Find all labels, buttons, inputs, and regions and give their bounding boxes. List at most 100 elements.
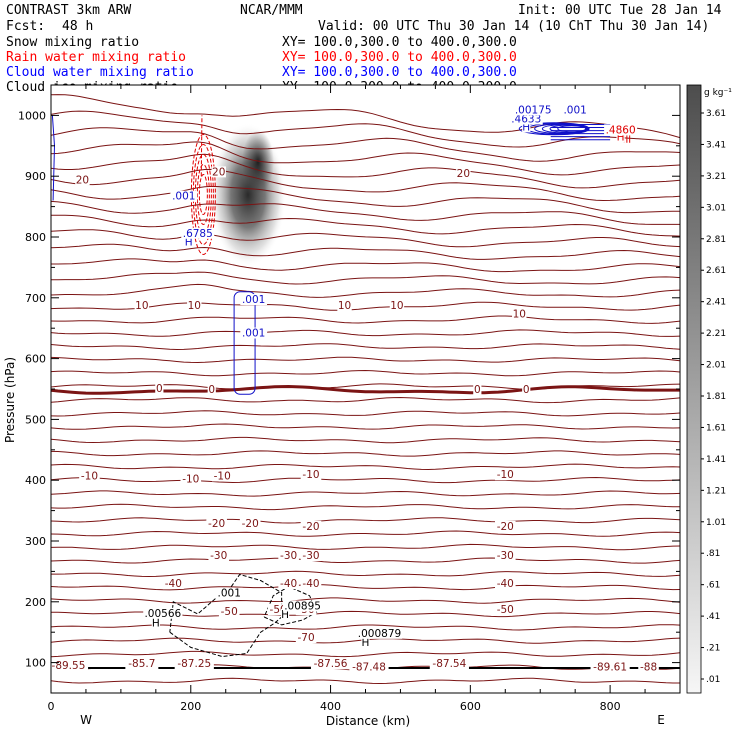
cloud-water-label-bg <box>561 104 589 116</box>
cloud-ice-label: .00895 <box>284 600 321 612</box>
temperature-contour-label-bg <box>278 577 299 589</box>
temperature-minimum-label-bg <box>51 660 89 672</box>
temperature-contour-label-bg <box>300 520 322 532</box>
colorbar-label: 2.41 <box>706 298 726 308</box>
temperature-contour-label: -50 <box>221 606 238 618</box>
y-tick-label: 800 <box>25 231 46 244</box>
x-tick-label: 200 <box>180 700 201 713</box>
isotherm <box>51 369 680 377</box>
temperature-contour-label-bg <box>494 577 516 589</box>
isotherm <box>51 243 680 260</box>
temperature-contour-label-bg <box>180 473 202 485</box>
temperature-contour-label-bg <box>187 300 202 312</box>
temperature-contour-label-bg <box>295 632 317 644</box>
cloud-ice-label-bg <box>361 636 370 648</box>
isotherm <box>51 570 680 578</box>
cloud-water-contour <box>233 291 256 395</box>
cloud-water-label: .001 <box>242 294 265 306</box>
cloud-ice-label-bg <box>281 609 290 620</box>
y-tick-label: 300 <box>25 535 46 548</box>
temperature-minimum-label: -89.61 <box>593 661 627 673</box>
temperature-contour-label: 10 <box>135 300 148 312</box>
temperature-contour-label: 10 <box>338 300 351 312</box>
cloud-water-label: H <box>185 236 193 248</box>
rain-contour <box>196 163 210 225</box>
cloud-ice-label: .000879 <box>358 628 401 640</box>
temperature-contour-label-bg <box>79 470 100 482</box>
init-time: Init: 00 UTC Tue 28 Jan 14 <box>518 3 722 18</box>
field-name: Cloud water mixing ratio <box>6 65 194 80</box>
isotherm <box>51 450 680 457</box>
east-label: E <box>657 713 665 727</box>
y-tick-label: 200 <box>25 596 46 609</box>
fcst-label: Fcst: <box>6 19 45 34</box>
isotherm <box>51 229 680 248</box>
colorbar-ramp <box>686 84 702 694</box>
cloud-ice-label: H <box>152 618 160 630</box>
cloud-water-contour <box>549 124 587 133</box>
isotherm <box>51 650 680 658</box>
rain-contour <box>190 133 216 255</box>
isotherm <box>51 185 680 214</box>
field-xy: XY= 100.0,300.0 to 400.0,300.0 <box>282 35 517 50</box>
isotherm <box>51 436 680 444</box>
valid-time: Valid: 00 UTC Thu 30 Jan 14 (10 ChT Thu … <box>318 19 709 34</box>
temperature-contour-label-bg <box>207 384 216 396</box>
model-title: CONTRAST 3km ARW <box>6 3 131 18</box>
isotherm <box>51 476 680 484</box>
cloud-ice-label-bg <box>283 600 323 612</box>
temperature-contour-label: 0 <box>208 384 215 396</box>
isotherm <box>51 200 680 225</box>
isotherm <box>51 283 680 298</box>
x-axis-label: Distance (km) <box>326 714 410 728</box>
temperature-contours <box>51 94 680 685</box>
cloud-water-label-bg <box>240 327 268 339</box>
temperature-contour-label: 20 <box>76 174 89 186</box>
colorbar-label: 3.21 <box>706 172 726 182</box>
temperature-contour-label: -40 <box>165 578 182 590</box>
temperature-contour-label-bg <box>206 517 227 529</box>
colorbar-label: .01 <box>706 675 720 685</box>
cloud-ice-label: H <box>281 609 289 621</box>
rain-label: H <box>617 132 625 144</box>
colorbar-label: 3.41 <box>706 140 726 150</box>
snow-shading <box>210 123 286 267</box>
colorbar-labels: 3.61 3.41 3.21 3.01 2.81 2.61 2.41 2.21 2.01 1.81… <box>701 109 726 685</box>
cloud-water-label-bg <box>522 121 531 133</box>
temperature-contour-label-bg <box>278 550 299 562</box>
temperature-contour-label: -10 <box>497 469 514 481</box>
cloud-water-label: .001 <box>563 104 586 116</box>
field-name: Snow mixing ratio <box>6 35 139 50</box>
colorbar-label: 1.81 <box>706 392 726 402</box>
y-axis-label: Pressure (hPa) <box>3 357 17 443</box>
colorbar-label: .61 <box>706 581 720 591</box>
cloud-water-label: H <box>522 121 530 133</box>
isotherm <box>51 110 680 148</box>
temperature-contour-label-bg <box>239 517 261 529</box>
temperature-contour-label: -30 <box>302 550 319 562</box>
cloud-water-label-bg <box>509 113 543 125</box>
colorbar-label: 1.01 <box>706 518 726 528</box>
colorbar-label: 3.01 <box>706 203 726 213</box>
cloud-ice-label: .001 <box>218 588 241 600</box>
cloud-water-label-bg <box>513 104 553 116</box>
temperature-minimum-label: -85.7 <box>128 658 155 670</box>
y-tick-label: 100 <box>25 657 46 670</box>
isotherm <box>51 584 680 591</box>
fcst-value: 48 h <box>62 19 93 34</box>
temperature-contour-label-bg <box>512 308 527 320</box>
temperature-contour-label-bg <box>134 300 150 312</box>
temperature-contour-label-bg <box>163 577 184 589</box>
axes: 0 200 400 600 800100200300400500600700800900… <box>18 84 681 713</box>
temperature-minimum-label-bg <box>429 658 469 670</box>
isotherm <box>51 356 680 364</box>
cloud-water-label-bg <box>240 294 268 306</box>
temperature-contour-label-bg <box>456 168 471 180</box>
temperature-contour-label: 0 <box>156 383 163 395</box>
temperature-contour-label-bg <box>389 300 405 312</box>
isotherm <box>51 517 680 524</box>
isotherm <box>51 271 680 285</box>
cloud-water-label: .001 <box>172 191 195 203</box>
header: CONTRAST 3km ARW NCAR/MMM Init: 00 UTC T… <box>6 3 722 34</box>
temperature-minimum-label-bg <box>590 661 630 673</box>
